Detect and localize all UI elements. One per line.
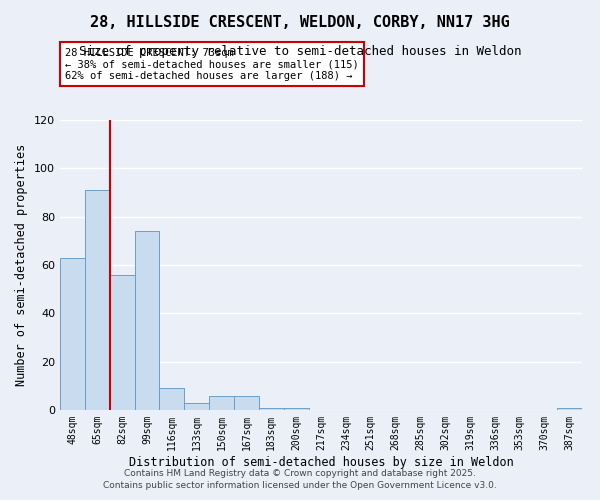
- Bar: [209, 396, 234, 410]
- Bar: [134, 231, 160, 410]
- Text: 28, HILLSIDE CRESCENT, WELDON, CORBY, NN17 3HG: 28, HILLSIDE CRESCENT, WELDON, CORBY, NN…: [90, 15, 510, 30]
- Bar: [110, 274, 134, 410]
- Bar: [160, 388, 184, 410]
- Bar: [234, 396, 259, 410]
- Bar: [284, 408, 308, 410]
- Bar: [85, 190, 110, 410]
- Bar: [259, 408, 284, 410]
- Bar: [557, 408, 582, 410]
- Text: Size of property relative to semi-detached houses in Weldon: Size of property relative to semi-detach…: [79, 45, 521, 58]
- Bar: [60, 258, 85, 410]
- X-axis label: Distribution of semi-detached houses by size in Weldon: Distribution of semi-detached houses by …: [128, 456, 514, 468]
- Text: Contains HM Land Registry data © Crown copyright and database right 2025.
Contai: Contains HM Land Registry data © Crown c…: [103, 468, 497, 490]
- Bar: [184, 403, 209, 410]
- Y-axis label: Number of semi-detached properties: Number of semi-detached properties: [16, 144, 28, 386]
- Text: 28 HILLSIDE CRESCENT: 73sqm
← 38% of semi-detached houses are smaller (115)
62% : 28 HILLSIDE CRESCENT: 73sqm ← 38% of sem…: [65, 48, 359, 80]
